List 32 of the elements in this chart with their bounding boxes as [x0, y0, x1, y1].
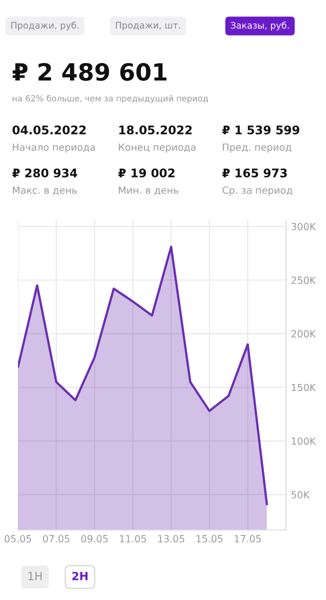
y-tick-label: 100K [292, 437, 316, 445]
text: на 62% больше, чем за предыдущий период [12, 94, 208, 104]
text: 1Н [28, 572, 42, 580]
text: ₽ 165 973 [222, 168, 287, 178]
y-tick-label: 300K [292, 222, 316, 230]
text: ₽ 1 539 599 [222, 125, 300, 134]
text: Конец периода [118, 144, 196, 153]
text: Начало периода [12, 144, 95, 153]
text: ₽ 2 489 601 [12, 62, 166, 81]
y-tick-label: 250K [292, 276, 316, 284]
x-tick-label: 17.05 [234, 535, 261, 542]
x-tick-label: 05.05 [4, 535, 32, 542]
x-tick-label: 13.05 [158, 535, 184, 542]
y-tick-label: 150K [292, 384, 316, 392]
text: Ср. за период [222, 186, 292, 196]
x-tick-label: 07.05 [43, 535, 70, 542]
text: Пред. период [222, 144, 292, 153]
text: 18.05.2022 [119, 125, 192, 134]
text: ₽ 19 002 [118, 168, 174, 178]
text: 04.05.2022 [12, 125, 86, 134]
x-tick-label: 15.05 [196, 535, 222, 542]
text: Продажи, шт. [116, 22, 180, 30]
y-tick-label: 200K [292, 330, 316, 338]
text: Заказы, руб. [230, 22, 289, 30]
text: Макс. в день [12, 186, 77, 196]
y-tick-label: 50K [292, 491, 310, 498]
x-tick-label: 09.05 [81, 535, 108, 542]
x-tick-label: 11.05 [120, 535, 146, 542]
text: Мин. в день [118, 186, 178, 196]
text: ₽ 280 934 [12, 168, 78, 178]
text: 2Н [72, 572, 88, 580]
text: Продажи, руб. [11, 22, 79, 30]
